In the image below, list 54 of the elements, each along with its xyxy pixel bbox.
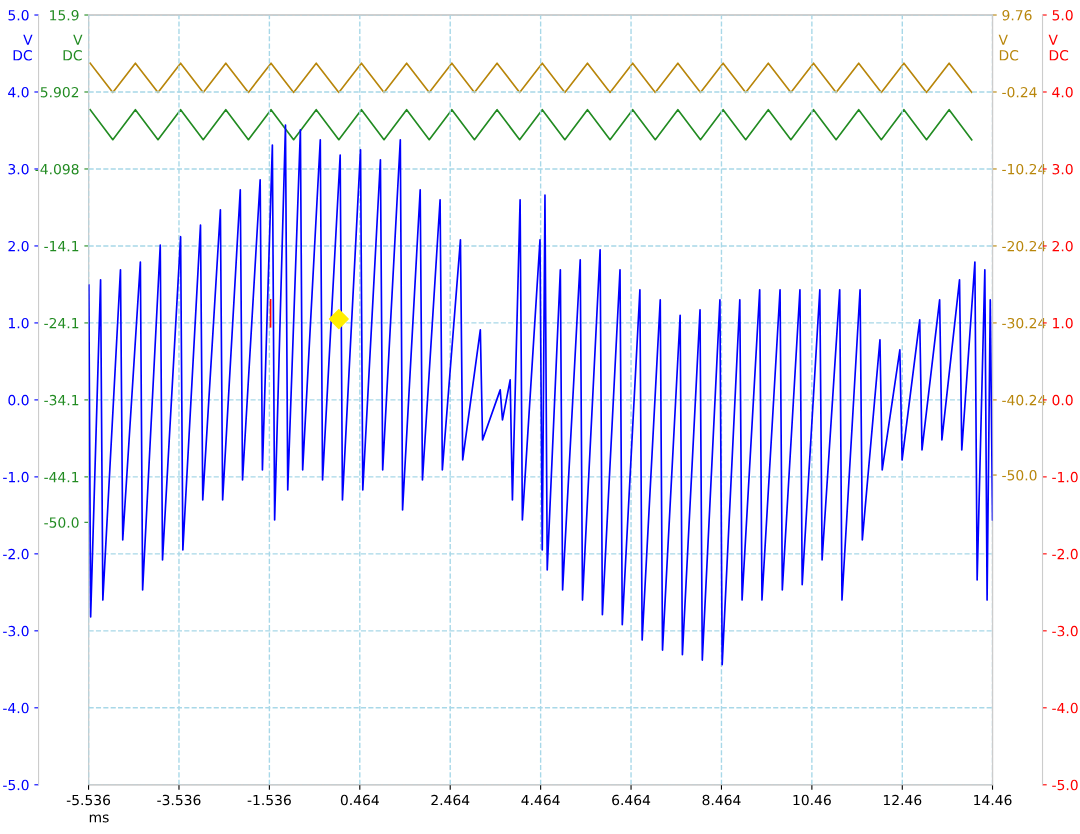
text: V DC — [1048, 34, 1069, 61]
text: -4.0 — [1052, 702, 1078, 714]
y2-tick-label: -30.24 — [1002, 317, 1046, 329]
y-tick-label: -2.0 — [3, 548, 29, 560]
y3-tick-label: 5.902 — [40, 86, 79, 98]
y3-tick-label: -34.1 — [44, 394, 79, 406]
x-tick-label: 0.464 — [340, 794, 379, 806]
y-tick-label: -5.0 — [3, 779, 29, 791]
y3-tick-label: 15.9 — [50, 9, 79, 21]
y3-tick-label: -4.098 — [35, 163, 79, 175]
y3-axis-title: V DC — [63, 34, 83, 61]
y-tick-label: 5.0 — [8, 9, 29, 21]
y2-tick-label: -50.0 — [1002, 470, 1037, 481]
x-tick-label: 2.464 — [431, 794, 470, 806]
text: 0.0 — [1052, 394, 1073, 406]
y3-tick-label: -50.0 — [44, 517, 79, 528]
x-tick-label: 10.46 — [793, 794, 831, 806]
y2-tick-label: -20.24 — [1002, 240, 1046, 252]
y3-tick-label: -24.1 — [44, 317, 79, 329]
x-tick-label: -3.536 — [157, 794, 201, 806]
y-tick-label: 1.0 — [8, 317, 29, 329]
y-axis-title: V DC — [13, 34, 33, 61]
y-tick-label: 4.0 — [8, 86, 29, 98]
text: -3.0 — [1052, 625, 1078, 637]
text: -1.0 — [1052, 471, 1078, 483]
text: 5.0 — [1052, 9, 1073, 21]
line-series — [88, 124, 993, 666]
text: -5.0 — [1052, 779, 1078, 791]
y2-axis-title: V DC — [998, 34, 1019, 61]
x-tick-label: 14.46 — [974, 794, 1012, 806]
y3-tick-label: -44.1 — [44, 472, 79, 483]
x-axis-title: ms — [89, 814, 109, 823]
y-tick-label: 2.0 — [8, 240, 29, 252]
y-tick-label: -3.0 — [3, 625, 29, 637]
x-tick-label: 8.464 — [702, 794, 741, 806]
x-tick-label: 12.46 — [883, 794, 922, 806]
y2-tick-label: -40.24 — [1002, 394, 1046, 406]
x-tick-label: 6.464 — [612, 794, 651, 806]
x-tick-label: 4.464 — [521, 794, 560, 806]
text: 1.0 — [1053, 317, 1073, 329]
text: 3.0 — [1052, 163, 1073, 175]
y-tick-label: 0.0 — [8, 394, 29, 406]
y2-tick-label: -10.24 — [1002, 163, 1046, 175]
text: 4.0 — [1052, 86, 1073, 98]
y-tick-label: 3.0 — [8, 163, 29, 175]
y3-tick-label: -14.1 — [44, 241, 79, 252]
x-tick-label: -5.536 — [66, 794, 111, 806]
y-tick-label: -1.0 — [3, 471, 29, 483]
text: -2.0 — [1052, 548, 1078, 560]
y2-tick-label: 9.76 — [1002, 9, 1032, 21]
y2-tick-label: -0.24 — [1002, 86, 1037, 98]
x-tick-label: -1.536 — [247, 794, 291, 806]
text: 2.0 — [1052, 240, 1073, 252]
y-tick-label: -4.0 — [3, 702, 29, 714]
